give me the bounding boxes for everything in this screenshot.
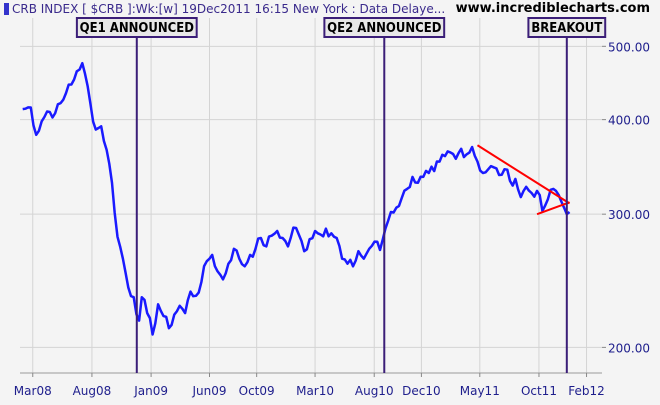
x-tick-label: Mar10 <box>296 384 334 398</box>
site-credit[interactable]: www.incrediblecharts.com <box>455 1 650 16</box>
x-tick-label: Oct11 <box>521 384 557 398</box>
x-tick-label: May11 <box>460 384 500 398</box>
grid-vertical <box>32 18 588 373</box>
trendline-group <box>476 144 571 216</box>
annotation-box <box>75 17 198 38</box>
y-tick-label: 500.00 <box>608 40 650 54</box>
x-tick-label: Jun09 <box>191 384 226 398</box>
plot-area <box>20 18 602 373</box>
y-axis-ticks: 200.00 300.00 400.00 500.00 <box>602 40 650 355</box>
trendline <box>476 144 571 205</box>
chart-title: CRB INDEX [ $CRB ]:Wk:[w] 19Dec2011 16:1… <box>12 2 446 16</box>
x-tick-label: Jan09 <box>133 384 168 398</box>
x-tick-label: Feb12 <box>568 384 605 398</box>
series-group <box>22 61 571 336</box>
x-tick-label: Oct09 <box>239 384 275 398</box>
annotation-label: QE2 ANNOUNCED <box>327 21 442 36</box>
annotation-label: QE1 ANNOUNCED <box>80 21 195 36</box>
x-tick-label: Aug10 <box>355 384 394 398</box>
annotation-box <box>323 17 446 38</box>
x-tick-label: Mar08 <box>14 384 52 398</box>
y-tick-label: 300.00 <box>608 208 650 222</box>
series-marker-icon <box>4 3 9 15</box>
grid-horizontal <box>20 45 602 348</box>
annotation-label: BREAKOUT <box>531 21 602 36</box>
x-axis-ticks: Mar08 Aug08 Jan09 Jun09 Oct09 Mar10 Aug10 Dec10… <box>14 373 605 398</box>
annotation-box <box>527 17 607 38</box>
y-tick-label: 200.00 <box>608 341 650 355</box>
chart-header: CRB INDEX [ $CRB ]:Wk:[w] 19Dec2011 16:1… <box>0 0 660 18</box>
y-tick-label: 400.00 <box>608 114 650 128</box>
x-tick-label: Aug08 <box>73 384 112 398</box>
series-line <box>22 61 571 336</box>
trendline <box>536 201 570 216</box>
x-tick-label: Dec10 <box>402 384 441 398</box>
annotation-group: QE1 ANNOUNCED QE2 ANNOUNCED BREAKOUT <box>75 17 607 373</box>
